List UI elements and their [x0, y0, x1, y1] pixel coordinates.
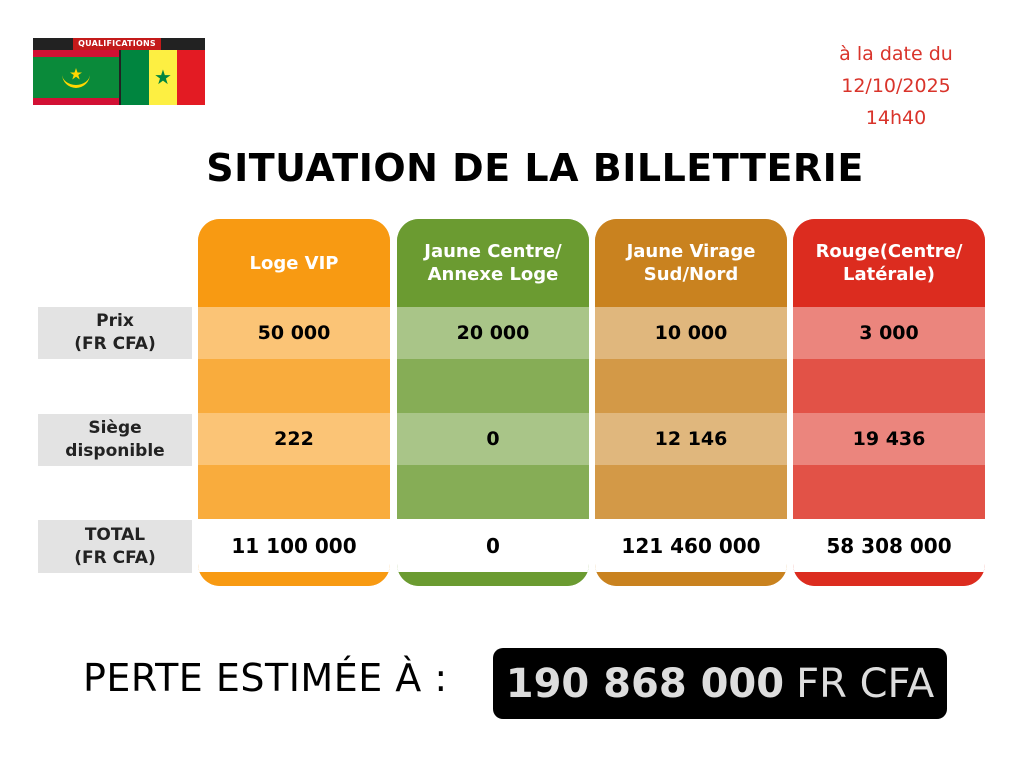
- column-loge-vip: Loge VIP 50 000 222 11 100 000: [198, 219, 390, 586]
- mauritania-flag-icon: [33, 50, 119, 105]
- qualifications-banner: QUALIFICATIONS: [73, 38, 161, 50]
- row-label-prix: Prix (FR CFA): [38, 307, 192, 359]
- row-label-text: Siège disponible: [65, 418, 165, 461]
- column-header: Loge VIP: [198, 219, 390, 307]
- total-cell: 58 308 000: [793, 519, 985, 572]
- price-cell: 10 000: [595, 307, 787, 359]
- loss-amount-unit: FR CFA: [796, 660, 935, 707]
- column-header: Jaune Virage Sud/Nord: [595, 219, 787, 307]
- row-label-siege: Siège disponible: [38, 414, 192, 466]
- seats-cell: 12 146: [595, 413, 787, 465]
- column-jaune-virage: Jaune Virage Sud/Nord 10 000 12 146 121 …: [595, 219, 787, 586]
- loss-amount-box: 190 868 000 FR CFA: [493, 648, 947, 719]
- column-header: Jaune Centre/ Annexe Loge: [397, 219, 589, 307]
- time-value: 14h40: [865, 107, 927, 129]
- date-label: à la date du: [839, 43, 953, 65]
- row-label-total: TOTAL (FR CFA): [38, 520, 192, 573]
- row-label-text: TOTAL (FR CFA): [74, 524, 156, 568]
- price-cell: 50 000: [198, 307, 390, 359]
- page-title: SITUATION DE LA BILLETTERIE: [206, 146, 864, 190]
- loss-label: PERTE ESTIMÉE À :: [83, 656, 448, 700]
- price-cell: 20 000: [397, 307, 589, 359]
- column-jaune-centre: Jaune Centre/ Annexe Loge 20 000 0 0: [397, 219, 589, 586]
- flags-image: QUALIFICATIONS ★: [33, 38, 205, 105]
- row-label-text: Prix (FR CFA): [74, 311, 156, 354]
- senegal-flag-icon: ★: [121, 50, 205, 105]
- total-cell: 11 100 000: [198, 519, 390, 572]
- seats-cell: 222: [198, 413, 390, 465]
- total-cell: 0: [397, 519, 589, 572]
- loss-amount-value: 190 868 000: [505, 660, 785, 707]
- price-cell: 3 000: [793, 307, 985, 359]
- total-cell: 121 460 000: [595, 519, 787, 572]
- date-stamp: à la date du 12/10/2025 14h40: [826, 38, 966, 134]
- date-value: 12/10/2025: [841, 75, 951, 97]
- column-header: Rouge(Centre/ Latérale): [793, 219, 985, 307]
- seats-cell: 19 436: [793, 413, 985, 465]
- column-rouge: Rouge(Centre/ Latérale) 3 000 19 436 58 …: [793, 219, 985, 586]
- seats-cell: 0: [397, 413, 589, 465]
